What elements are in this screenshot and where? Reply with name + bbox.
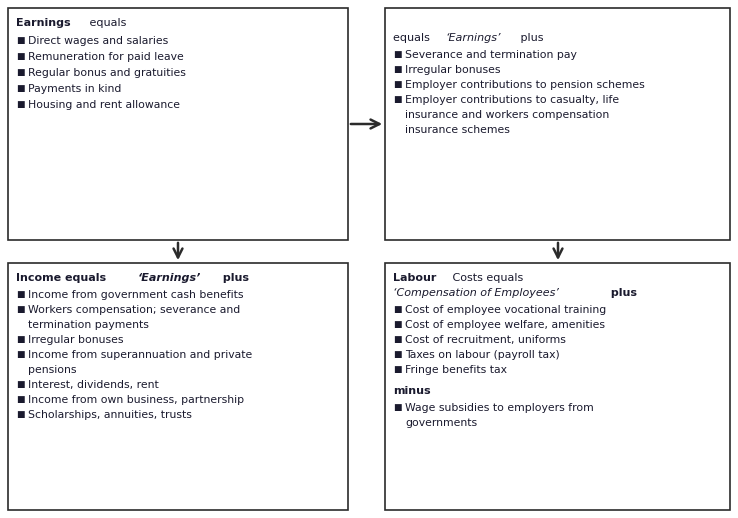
Text: ■: ■ bbox=[16, 290, 24, 299]
Text: equals: equals bbox=[86, 18, 127, 28]
Text: ■: ■ bbox=[393, 50, 401, 59]
Text: ■: ■ bbox=[393, 350, 401, 359]
Text: governments: governments bbox=[405, 418, 477, 428]
FancyBboxPatch shape bbox=[8, 8, 348, 240]
Text: Labour: Labour bbox=[393, 273, 436, 283]
Text: Employer contributions to casualty, life: Employer contributions to casualty, life bbox=[405, 95, 619, 105]
Text: Income equals: Income equals bbox=[16, 273, 110, 283]
FancyBboxPatch shape bbox=[8, 263, 348, 510]
Text: Irregular bonuses: Irregular bonuses bbox=[28, 335, 123, 345]
Text: Income from superannuation and private: Income from superannuation and private bbox=[28, 350, 252, 360]
Text: Cost of employee vocational training: Cost of employee vocational training bbox=[405, 305, 606, 315]
Text: Remuneration for paid leave: Remuneration for paid leave bbox=[28, 52, 184, 62]
Text: plus: plus bbox=[607, 288, 637, 298]
Text: plus: plus bbox=[517, 33, 543, 43]
Text: ‘Earnings’: ‘Earnings’ bbox=[137, 273, 201, 283]
Text: ■: ■ bbox=[16, 395, 24, 404]
Text: Irregular bonuses: Irregular bonuses bbox=[405, 65, 500, 75]
Text: Interest, dividends, rent: Interest, dividends, rent bbox=[28, 380, 159, 390]
Text: insurance schemes: insurance schemes bbox=[405, 125, 510, 135]
Text: Wage subsidies to employers from: Wage subsidies to employers from bbox=[405, 403, 594, 413]
Text: ■: ■ bbox=[16, 335, 24, 344]
Text: ■: ■ bbox=[393, 80, 401, 89]
Text: ■: ■ bbox=[16, 36, 24, 45]
Text: ‘Compensation of Employees’: ‘Compensation of Employees’ bbox=[393, 288, 559, 298]
Text: termination payments: termination payments bbox=[28, 320, 149, 330]
Text: Fringe benefits tax: Fringe benefits tax bbox=[405, 365, 507, 375]
Text: Taxes on labour (payroll tax): Taxes on labour (payroll tax) bbox=[405, 350, 559, 360]
Text: ■: ■ bbox=[393, 305, 401, 314]
Text: Housing and rent allowance: Housing and rent allowance bbox=[28, 100, 180, 110]
Text: pensions: pensions bbox=[28, 365, 77, 375]
Text: Income from own business, partnership: Income from own business, partnership bbox=[28, 395, 244, 405]
Text: ■: ■ bbox=[16, 350, 24, 359]
Text: Employer contributions to pension schemes: Employer contributions to pension scheme… bbox=[405, 80, 645, 90]
Text: ■: ■ bbox=[393, 320, 401, 329]
Text: Direct wages and salaries: Direct wages and salaries bbox=[28, 36, 168, 46]
Text: ‘Earnings’: ‘Earnings’ bbox=[445, 33, 500, 43]
Text: ■: ■ bbox=[393, 403, 401, 412]
Text: equals: equals bbox=[393, 33, 433, 43]
Text: minus: minus bbox=[393, 386, 431, 396]
Text: Cost of recruitment, uniforms: Cost of recruitment, uniforms bbox=[405, 335, 566, 345]
Text: Payments in kind: Payments in kind bbox=[28, 84, 121, 94]
Text: ■: ■ bbox=[393, 95, 401, 104]
Text: Earnings: Earnings bbox=[16, 18, 71, 28]
FancyBboxPatch shape bbox=[385, 263, 730, 510]
Text: ■: ■ bbox=[16, 52, 24, 61]
Text: insurance and workers compensation: insurance and workers compensation bbox=[405, 110, 610, 120]
Text: Scholarships, annuities, trusts: Scholarships, annuities, trusts bbox=[28, 410, 192, 420]
Text: Costs equals: Costs equals bbox=[449, 273, 523, 283]
Text: ■: ■ bbox=[393, 335, 401, 344]
Text: Cost of employee welfare, amenities: Cost of employee welfare, amenities bbox=[405, 320, 605, 330]
Text: Regular bonus and gratuities: Regular bonus and gratuities bbox=[28, 68, 186, 78]
Text: ■: ■ bbox=[393, 65, 401, 74]
Text: ■: ■ bbox=[16, 68, 24, 77]
Text: ■: ■ bbox=[393, 365, 401, 374]
Text: ■: ■ bbox=[16, 380, 24, 389]
Text: Workers compensation; severance and: Workers compensation; severance and bbox=[28, 305, 241, 315]
Text: plus: plus bbox=[219, 273, 249, 283]
Text: ■: ■ bbox=[16, 100, 24, 109]
Text: equals: equals bbox=[393, 33, 433, 43]
Text: ■: ■ bbox=[16, 410, 24, 419]
Text: Severance and termination pay: Severance and termination pay bbox=[405, 50, 577, 60]
Text: ■: ■ bbox=[16, 305, 24, 314]
Text: Income from government cash benefits: Income from government cash benefits bbox=[28, 290, 244, 300]
Text: ■: ■ bbox=[16, 84, 24, 93]
FancyBboxPatch shape bbox=[385, 8, 730, 240]
